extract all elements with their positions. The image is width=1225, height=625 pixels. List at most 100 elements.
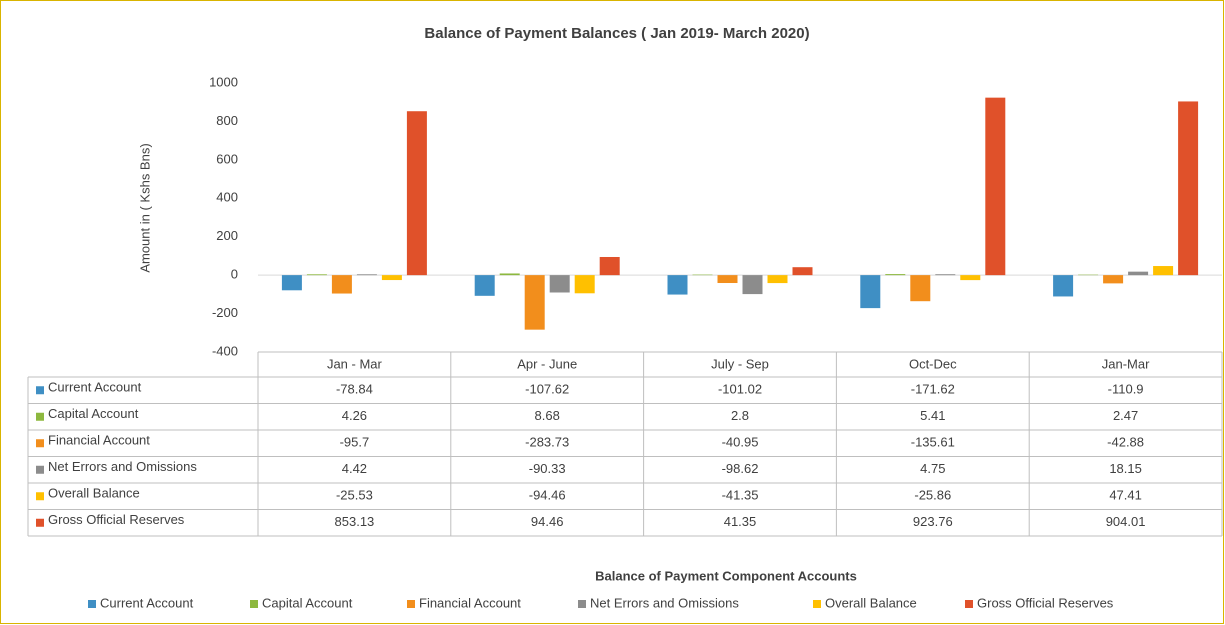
table-cell: 94.46 xyxy=(531,514,564,529)
table-cell: -171.62 xyxy=(911,382,955,397)
table-row-label: Financial Account xyxy=(48,433,150,448)
table-legend-key xyxy=(36,412,44,421)
bar xyxy=(1153,266,1174,276)
table-legend-key xyxy=(36,465,44,474)
legend-label: Net Errors and Omissions xyxy=(590,595,739,610)
table-cell: -107.62 xyxy=(525,382,569,397)
table-cell: -78.84 xyxy=(336,382,373,397)
table-row-label: Overall Balance xyxy=(48,486,140,501)
table-row-label: Current Account xyxy=(48,380,142,395)
bar xyxy=(667,275,688,295)
bar xyxy=(281,275,302,291)
bar xyxy=(860,275,881,309)
bar xyxy=(792,267,813,276)
bar xyxy=(306,274,327,276)
bar xyxy=(692,274,713,276)
legend-key xyxy=(965,600,973,608)
table-row-label: Capital Account xyxy=(48,406,139,421)
bar xyxy=(549,275,570,293)
table-cell: 8.68 xyxy=(535,408,560,423)
table-cell: 904.01 xyxy=(1106,514,1146,529)
bar xyxy=(935,274,956,276)
bar xyxy=(381,275,402,281)
x-tick-label: July - Sep xyxy=(711,356,769,371)
y-tick-label: -200 xyxy=(212,305,238,320)
table-cell: -283.73 xyxy=(525,435,569,450)
y-tick-label: 0 xyxy=(231,267,238,282)
table-cell: 4.75 xyxy=(920,461,945,476)
table-cell: -135.61 xyxy=(911,435,955,450)
table-cell: -98.62 xyxy=(722,461,759,476)
legend-label: Capital Account xyxy=(262,595,353,610)
table-legend-key xyxy=(36,386,44,395)
x-tick-label: Oct-Dec xyxy=(909,356,957,371)
bar xyxy=(574,275,595,294)
y-tick-label: 400 xyxy=(216,190,238,205)
y-tick-label: 800 xyxy=(216,113,238,128)
table-cell: -25.86 xyxy=(914,488,951,503)
table-row-label: Gross Official Reserves xyxy=(48,512,185,527)
bar xyxy=(910,275,931,302)
bar xyxy=(1128,271,1149,276)
bar xyxy=(474,275,495,296)
table-legend-key xyxy=(36,518,44,527)
bar xyxy=(599,256,620,276)
table-cell: -95.7 xyxy=(340,435,370,450)
y-tick-label: -400 xyxy=(212,343,238,358)
legend-key xyxy=(250,600,258,608)
bar xyxy=(1103,275,1124,284)
table-cell: 41.35 xyxy=(724,514,757,529)
legend-label: Overall Balance xyxy=(825,595,917,610)
legend-key xyxy=(407,600,415,608)
table-cell: -42.88 xyxy=(1107,435,1144,450)
x-tick-label: Jan - Mar xyxy=(327,356,383,371)
bar xyxy=(717,275,738,284)
y-tick-label: 200 xyxy=(216,228,238,243)
bar xyxy=(331,275,352,294)
table-cell: 2.47 xyxy=(1113,408,1138,423)
table-cell: 853.13 xyxy=(335,514,375,529)
table-legend-key xyxy=(36,492,44,501)
legend-label: Gross Official Reserves xyxy=(977,595,1114,610)
legend-key xyxy=(578,600,586,608)
table-cell: -41.35 xyxy=(722,488,759,503)
legend-key xyxy=(813,600,821,608)
bar xyxy=(406,111,427,276)
table-cell: 4.26 xyxy=(342,408,367,423)
table-cell: -25.53 xyxy=(336,488,373,503)
table-cell: 4.42 xyxy=(342,461,367,476)
table-cell: -101.02 xyxy=(718,382,762,397)
table-cell: -94.46 xyxy=(529,488,566,503)
legend-label: Financial Account xyxy=(419,595,521,610)
bar xyxy=(356,274,377,276)
table-cell: 5.41 xyxy=(920,408,945,423)
table-legend-key xyxy=(36,439,44,448)
bar xyxy=(985,97,1006,276)
bar xyxy=(742,275,763,295)
table-cell: 923.76 xyxy=(913,514,953,529)
table-cell: 2.8 xyxy=(731,408,749,423)
bar xyxy=(499,273,520,276)
legend-key xyxy=(88,600,96,608)
table-row-label: Net Errors and Omissions xyxy=(48,459,197,474)
chart-title: Balance of Payment Balances ( Jan 2019- … xyxy=(424,25,809,42)
bar xyxy=(767,275,788,284)
table-cell: 18.15 xyxy=(1109,461,1142,476)
x-tick-label: Jan-Mar xyxy=(1102,356,1150,371)
bar xyxy=(885,274,906,276)
table-cell: -110.9 xyxy=(1108,382,1144,397)
x-axis-label: Balance of Payment Component Accounts xyxy=(595,568,857,583)
y-tick-label: 1000 xyxy=(209,74,238,89)
table-cell: -40.95 xyxy=(722,435,759,450)
legend-label: Current Account xyxy=(100,595,194,610)
x-tick-label: Apr - June xyxy=(517,356,577,371)
bar xyxy=(1178,101,1199,276)
bar xyxy=(524,275,545,330)
y-axis-label: Amount in ( Kshs Bns) xyxy=(137,143,152,272)
bar xyxy=(1053,275,1074,297)
bar xyxy=(960,275,981,281)
table-cell: 47.41 xyxy=(1109,488,1142,503)
y-tick-label: 600 xyxy=(216,151,238,166)
